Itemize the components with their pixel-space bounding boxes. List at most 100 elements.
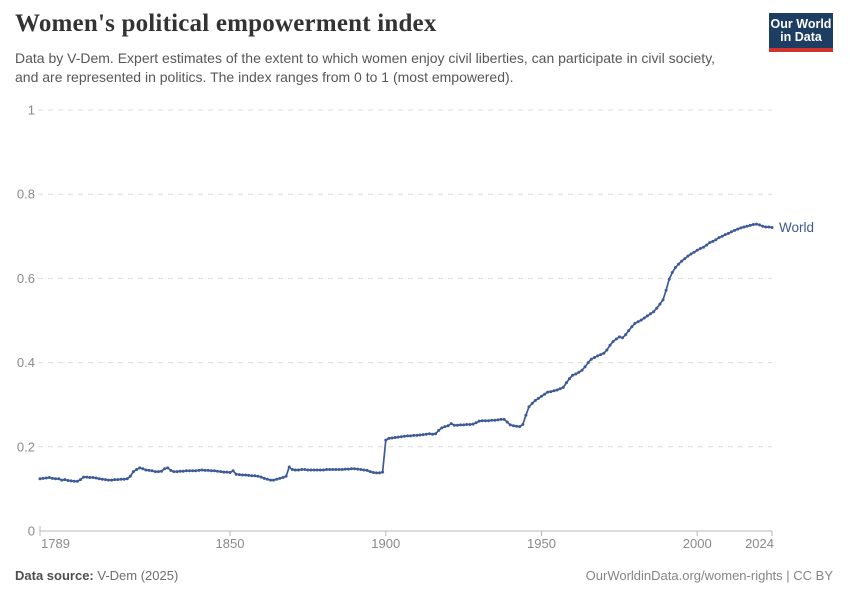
data-point [499, 417, 503, 421]
data-point [611, 340, 615, 343]
data-point [649, 312, 652, 316]
data-point [536, 396, 540, 400]
data-point [119, 477, 123, 481]
data-point [350, 467, 353, 471]
data-point [166, 466, 170, 470]
data-point [402, 434, 406, 438]
data-point [468, 423, 472, 426]
data-point [630, 325, 634, 329]
data-point [705, 243, 709, 247]
data-point [742, 225, 746, 229]
data-point [670, 271, 674, 274]
data-point [754, 222, 758, 226]
data-point [527, 405, 531, 409]
x-axis-tick-label: 1900 [371, 536, 400, 551]
data-point [79, 478, 82, 482]
data-point [658, 302, 662, 306]
data-point [368, 470, 372, 474]
owid-logo[interactable]: Our World in Data [769, 13, 833, 52]
data-point [175, 470, 179, 474]
data-point [194, 469, 198, 473]
data-point [91, 476, 95, 479]
data-point [695, 248, 699, 252]
data-point [390, 436, 394, 440]
data-point [54, 477, 58, 481]
page-title: Women's political empowerment index [15, 10, 437, 37]
data-point [247, 473, 251, 477]
data-point [736, 227, 740, 231]
data-point [138, 466, 142, 470]
data-point [244, 473, 248, 477]
world-line [39, 223, 773, 483]
data-point [103, 478, 107, 482]
data-point [178, 469, 182, 473]
data-point [583, 365, 587, 369]
data-point [412, 433, 416, 437]
data-point [181, 469, 185, 473]
data-point [343, 467, 347, 471]
data-point [711, 239, 715, 243]
data-point [253, 474, 257, 478]
data-point [502, 417, 506, 421]
data-point [546, 390, 550, 394]
credit-link[interactable]: OurWorldinData.org/women-rights | CC BY [585, 568, 833, 583]
data-point [614, 337, 618, 341]
chart-subtitle: Data by V-Dem. Expert estimates of the e… [15, 50, 716, 85]
data-point [645, 314, 649, 318]
data-point [172, 470, 176, 474]
data-point [97, 477, 101, 481]
owid-logo-line1: Our World [770, 17, 832, 31]
y-axis-tick-label: 0.8 [17, 187, 35, 202]
data-point [673, 266, 677, 269]
data-point [113, 478, 117, 482]
data-point [325, 468, 329, 471]
data-point [552, 389, 556, 393]
data-point [767, 225, 771, 229]
data-point [287, 465, 291, 469]
x-axis-tick-label: 2000 [683, 536, 712, 551]
data-point [290, 468, 294, 471]
data-point [730, 230, 733, 234]
data-point [334, 468, 338, 471]
data-point [328, 468, 332, 471]
data-point [38, 477, 42, 481]
data-point [483, 419, 487, 423]
data-point [356, 467, 360, 471]
data-point [440, 426, 444, 430]
data-point [655, 306, 659, 310]
data-point [758, 223, 761, 227]
data-point [577, 370, 581, 374]
data-point [318, 468, 322, 472]
data-point [459, 423, 462, 427]
data-point [122, 477, 126, 481]
y-axis-tick-label: 0.4 [17, 355, 35, 370]
data-point [602, 351, 606, 355]
data-point [135, 468, 139, 471]
data-point [770, 226, 774, 229]
data-point [642, 316, 646, 320]
data-point [306, 468, 310, 472]
data-point [141, 467, 145, 471]
data-point [44, 476, 48, 480]
data-point [107, 478, 110, 482]
data-point [281, 476, 285, 479]
data-point [521, 423, 525, 426]
data-point [374, 471, 378, 475]
data-point [733, 228, 737, 232]
data-point [353, 467, 357, 471]
data-point [605, 348, 609, 352]
data-point [636, 320, 640, 324]
data-point [689, 252, 693, 256]
data-point [110, 478, 114, 482]
data-point [131, 470, 135, 474]
data-point [256, 474, 260, 478]
data-point [533, 399, 537, 402]
data-point [474, 421, 478, 425]
data-point [692, 250, 696, 254]
data-point [378, 471, 381, 475]
data-point [153, 470, 157, 474]
data-point [683, 257, 687, 261]
data-point [714, 238, 718, 242]
data-point [596, 354, 600, 358]
data-point [667, 277, 671, 281]
